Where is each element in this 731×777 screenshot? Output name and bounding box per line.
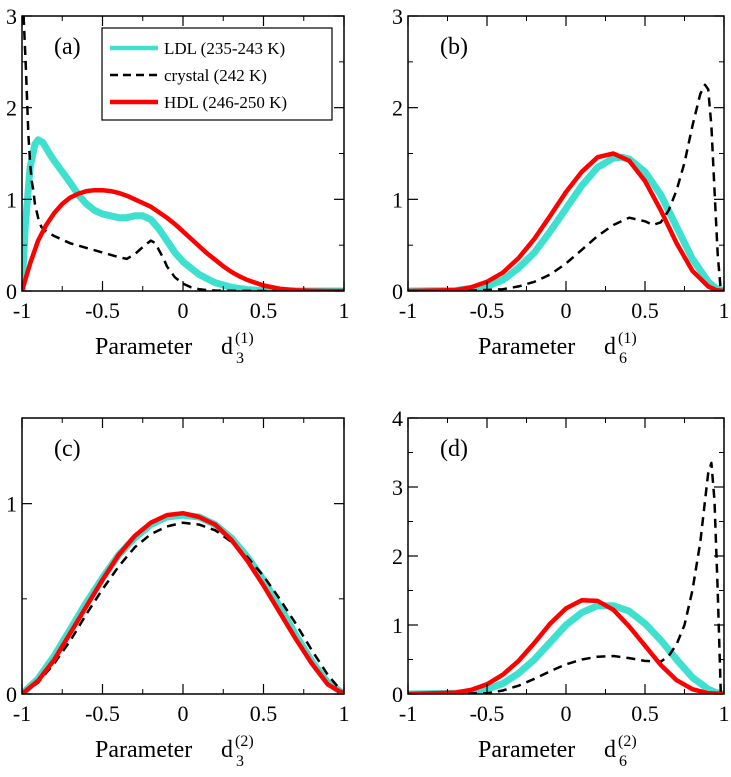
y-tick-label: 2: [392, 96, 403, 121]
series-group: [408, 461, 724, 694]
series-line-ldl: [408, 602, 724, 694]
y-tick-label: 1: [392, 187, 403, 212]
panel-d: -1 -0.5 0 0.5 1 0 1 2 3 4 (d) Parameter d (2) 6: [392, 406, 730, 770]
y-tick-label: 3: [392, 4, 403, 29]
y-tick-label: 3: [392, 475, 403, 500]
series-line-hdl: [408, 597, 724, 694]
series-line-crystal: [22, 16, 344, 291]
x-tick-label: -0.5: [85, 298, 120, 323]
x-axis-symbol: d: [221, 737, 233, 763]
x-tick-label: 0.5: [250, 701, 278, 726]
x-tick-label: -0.5: [85, 701, 120, 726]
panel-label: (a): [54, 34, 81, 60]
x-axis-superscript: (1): [618, 330, 637, 347]
x-tick-label: -1: [399, 298, 417, 323]
series-line-ldl: [22, 511, 344, 694]
x-axis-label: Parameter: [478, 737, 575, 763]
series-line-crystal: [22, 521, 344, 694]
y-tick-label: 2: [6, 96, 17, 121]
series-line-ldl: [22, 136, 344, 291]
legend-label-crystal: crystal (242 K): [164, 66, 267, 85]
x-tick-label: 1: [339, 298, 350, 323]
y-tick-label: 0: [6, 682, 17, 707]
panel-a: -1 -0.5 0 0.5 1 0 1 2 3 (a) Parameter d (1) 3 LDL (235…: [6, 4, 350, 367]
x-tick-label: -1: [13, 701, 31, 726]
x-axis-label: Parameter: [478, 334, 575, 360]
y-tick-label: 1: [6, 187, 17, 212]
y-tick-label: 0: [6, 279, 17, 304]
y-tick-label: 1: [6, 492, 17, 517]
x-axis-subscript: 3: [236, 753, 244, 770]
series-line-crystal: [408, 83, 723, 291]
x-tick-label: 0: [178, 298, 189, 323]
x-axis-subscript: 6: [619, 350, 627, 367]
x-axis-subscript: 3: [236, 350, 244, 367]
x-axis-symbol: d: [604, 334, 616, 360]
panel-label: (c): [54, 436, 81, 462]
x-tick-label: -0.5: [470, 298, 505, 323]
x-tick-label: 0.5: [631, 298, 659, 323]
x-tick-label: 1: [339, 701, 350, 726]
x-axis-label: Parameter: [95, 334, 192, 360]
x-tick-label: -0.5: [470, 701, 505, 726]
y-tick-label: 1: [392, 613, 403, 638]
series-line-hdl: [22, 510, 344, 694]
legend-label-hdl: HDL (246-250 K): [164, 93, 287, 112]
x-tick-label: 0: [561, 701, 572, 726]
x-tick-label: 1: [719, 298, 730, 323]
x-tick-label: -1: [399, 701, 417, 726]
series-group: [22, 16, 344, 291]
series-group: [408, 83, 724, 291]
x-tick-label: 0.5: [631, 701, 659, 726]
panel-b: -1 -0.5 0 0.5 1 0 1 2 3 (b) Parameter d (1) 6: [392, 4, 730, 367]
x-axis-superscript: (1): [235, 330, 254, 347]
y-tick-label: 0: [392, 682, 403, 707]
x-axis-superscript: (2): [618, 733, 637, 750]
series-line-crystal: [408, 461, 723, 694]
series-line-ldl: [408, 153, 724, 291]
x-axis-label: Parameter: [95, 737, 192, 763]
y-tick-label: 3: [6, 4, 17, 29]
y-tick-label: 4: [392, 406, 403, 431]
x-axis-symbol: d: [604, 737, 616, 763]
y-tick-label: 2: [392, 544, 403, 569]
panel-label: (d): [440, 436, 468, 462]
x-tick-label: 0: [178, 701, 189, 726]
panel-label: (b): [440, 34, 468, 60]
x-axis-superscript: (2): [235, 733, 254, 750]
series-group: [22, 510, 344, 694]
series-line-hdl: [22, 187, 344, 291]
x-tick-label: 1: [719, 701, 730, 726]
x-axis-symbol: d: [221, 334, 233, 360]
legend: LDL (235-243 K) crystal (242 K) HDL (246-2…: [101, 27, 333, 121]
series-line-hdl: [408, 151, 724, 291]
x-tick-label: 0: [561, 298, 572, 323]
x-tick-label: 0.5: [250, 298, 278, 323]
x-axis-subscript: 6: [619, 753, 627, 770]
x-tick-label: -1: [13, 298, 31, 323]
legend-label-ldl: LDL (235-243 K): [164, 39, 285, 58]
y-tick-label: 0: [392, 279, 403, 304]
panel-c: -1 -0.5 0 0.5 1 0 1 (c) Parameter d (2) 3: [6, 417, 350, 770]
